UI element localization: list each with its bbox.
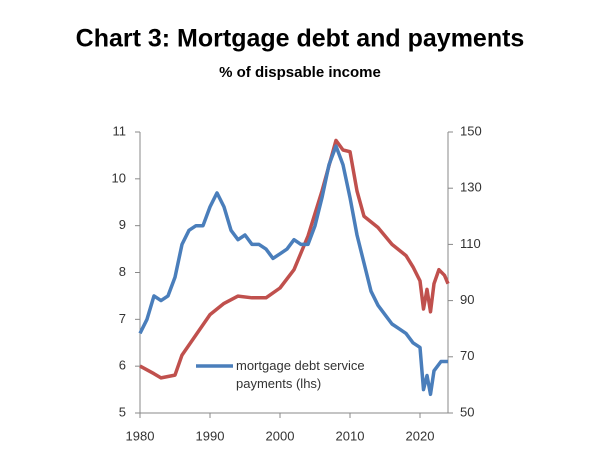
y2-tick-label: 70 (460, 348, 474, 363)
y-tick-label: 10 (112, 170, 126, 185)
y-tick-label: 5 (119, 404, 126, 419)
x-tick-label: 1990 (196, 428, 225, 443)
y-tick-label: 6 (119, 358, 126, 373)
chart-title: Chart 3: Mortgage debt and payments (76, 25, 525, 53)
x-tick-label: 2000 (266, 428, 295, 443)
y2-tick-label: 90 (460, 292, 474, 307)
x-tick-label: 2020 (406, 428, 435, 443)
chart-subtitle: % of dispsable income (219, 64, 381, 81)
y2-tick-label: 50 (460, 404, 474, 419)
y-tick-label: 11 (113, 123, 127, 138)
y2-tick-label: 110 (460, 236, 481, 251)
x-tick-label: 1980 (126, 428, 155, 443)
x-tick-label: 2010 (336, 428, 365, 443)
legend-label: mortgage debt service payments (lhs) (236, 358, 365, 391)
y2-tick-label: 130 (460, 180, 482, 195)
y2-tick-label: 150 (460, 123, 482, 138)
y-tick-label: 9 (119, 217, 126, 232)
series-line (139, 138, 450, 380)
y-tick-label: 8 (119, 264, 126, 279)
y-tick-label: 7 (119, 311, 126, 326)
series-line (138, 144, 448, 397)
